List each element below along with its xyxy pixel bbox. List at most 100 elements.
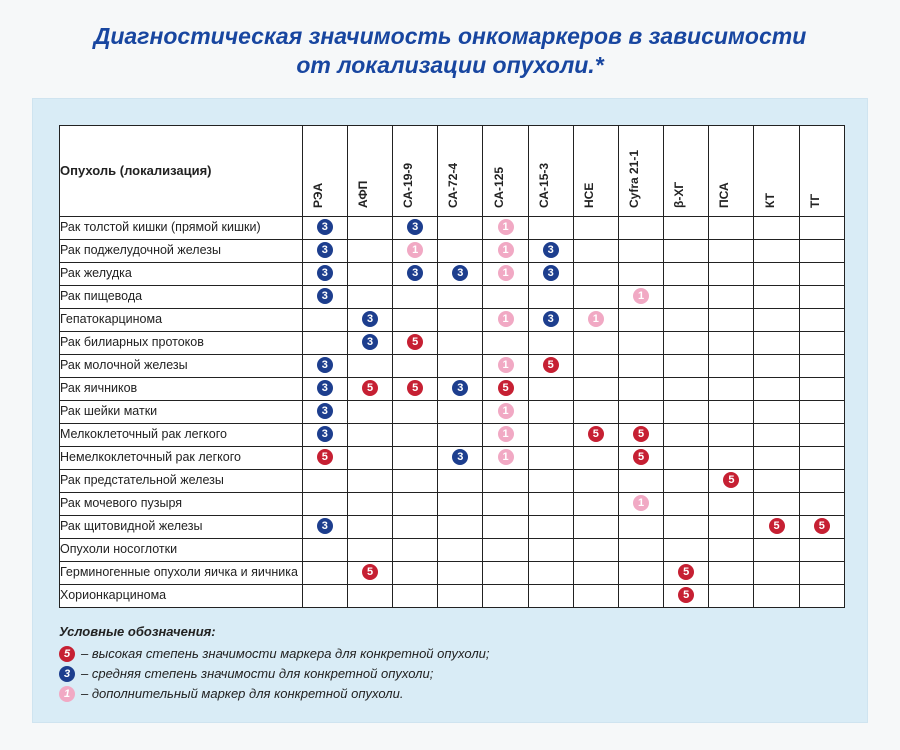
table-cell: [483, 285, 528, 308]
table-cell: [799, 561, 844, 584]
table-cell: 3: [438, 377, 483, 400]
marker-dot-low: 1: [633, 288, 649, 304]
marker-dot-high: 5: [678, 564, 694, 580]
table-cell: [573, 377, 618, 400]
table-cell: [393, 538, 438, 561]
column-header: РЭА: [302, 125, 347, 216]
table-cell: 1: [483, 216, 528, 239]
table-cell: 5: [573, 423, 618, 446]
table-cell: [664, 331, 709, 354]
table-cell: [664, 239, 709, 262]
marker-dot-med: 3: [317, 380, 333, 396]
table-cell: [573, 400, 618, 423]
column-header-label: ПСА: [717, 182, 731, 208]
marker-dot-med: 3: [543, 311, 559, 327]
marker-dot-med: 3: [317, 219, 333, 235]
table-cell: [483, 561, 528, 584]
table-cell: [438, 515, 483, 538]
table-cell: [618, 538, 663, 561]
table-cell: [664, 308, 709, 331]
table-cell: [438, 400, 483, 423]
table-cell: [347, 492, 392, 515]
table-cell: [438, 469, 483, 492]
marker-dot-high: 5: [498, 380, 514, 396]
row-label: Рак молочной железы: [60, 354, 303, 377]
table-row: Мелкоклеточный рак легкого3155: [60, 423, 845, 446]
column-header-label: Cyfra 21-1: [627, 149, 641, 207]
table-cell: [664, 492, 709, 515]
table-cell: 3: [302, 239, 347, 262]
table-cell: [799, 469, 844, 492]
table-cell: [393, 515, 438, 538]
table-cell: [664, 515, 709, 538]
table-cell: 5: [302, 446, 347, 469]
table-cell: 3: [393, 262, 438, 285]
table-cell: [618, 400, 663, 423]
table-cell: 3: [347, 308, 392, 331]
table-cell: [393, 561, 438, 584]
column-header: СА-72-4: [438, 125, 483, 216]
table-cell: [302, 561, 347, 584]
table-cell: [754, 561, 799, 584]
marker-dot-med: 3: [317, 288, 333, 304]
table-cell: [483, 469, 528, 492]
marker-dot-low: 1: [498, 426, 514, 442]
row-label: Рак щитовидной железы: [60, 515, 303, 538]
table-cell: [393, 469, 438, 492]
row-label: Рак мочевого пузыря: [60, 492, 303, 515]
table-cell: [754, 377, 799, 400]
table-cell: 3: [528, 308, 573, 331]
column-header-label: β-ХГ: [672, 181, 686, 207]
table-cell: [438, 308, 483, 331]
table-cell: 5: [709, 469, 754, 492]
table-cell: 1: [483, 423, 528, 446]
table-cell: [709, 446, 754, 469]
column-header-label: ТГ: [808, 193, 822, 207]
table-cell: [709, 239, 754, 262]
row-label: Рак толстой кишки (прямой кишки): [60, 216, 303, 239]
table-cell: [618, 308, 663, 331]
table-cell: [709, 584, 754, 607]
table-cell: [618, 515, 663, 538]
table-cell: [799, 400, 844, 423]
table-cell: [754, 400, 799, 423]
marker-dot-high: 5: [678, 587, 694, 603]
table-cell: [528, 469, 573, 492]
table-cell: [664, 262, 709, 285]
legend-row: 5– высокая степень значимости маркера дл…: [59, 644, 845, 664]
marker-dot-low: 1: [498, 311, 514, 327]
table-cell: [618, 377, 663, 400]
table-cell: [528, 377, 573, 400]
table-cell: 5: [664, 561, 709, 584]
table-cell: [573, 584, 618, 607]
table-cell: 5: [664, 584, 709, 607]
marker-dot-med: 3: [543, 242, 559, 258]
table-cell: [799, 584, 844, 607]
table-cell: [709, 561, 754, 584]
marker-dot-high: 5: [407, 334, 423, 350]
table-cell: [393, 400, 438, 423]
table-cell: [664, 354, 709, 377]
table-cell: [347, 538, 392, 561]
table-cell: [754, 285, 799, 308]
table-cell: [754, 216, 799, 239]
marker-dot-low: 1: [588, 311, 604, 327]
table-cell: [709, 216, 754, 239]
table-cell: [302, 584, 347, 607]
table-cell: [799, 538, 844, 561]
table-cell: [302, 492, 347, 515]
marker-dot-high: 5: [769, 518, 785, 534]
table-cell: [302, 331, 347, 354]
column-header-label: КТ: [763, 193, 777, 208]
table-row: Рак поджелудочной железы3113: [60, 239, 845, 262]
table-cell: [618, 239, 663, 262]
table-cell: [754, 423, 799, 446]
table-cell: [302, 538, 347, 561]
table-cell: 5: [483, 377, 528, 400]
table-cell: 1: [393, 239, 438, 262]
table-cell: [754, 538, 799, 561]
table-cell: [438, 285, 483, 308]
column-header: β-ХГ: [664, 125, 709, 216]
table-cell: [664, 538, 709, 561]
page: Диагностическая значимость онкомаркеров …: [0, 0, 900, 747]
